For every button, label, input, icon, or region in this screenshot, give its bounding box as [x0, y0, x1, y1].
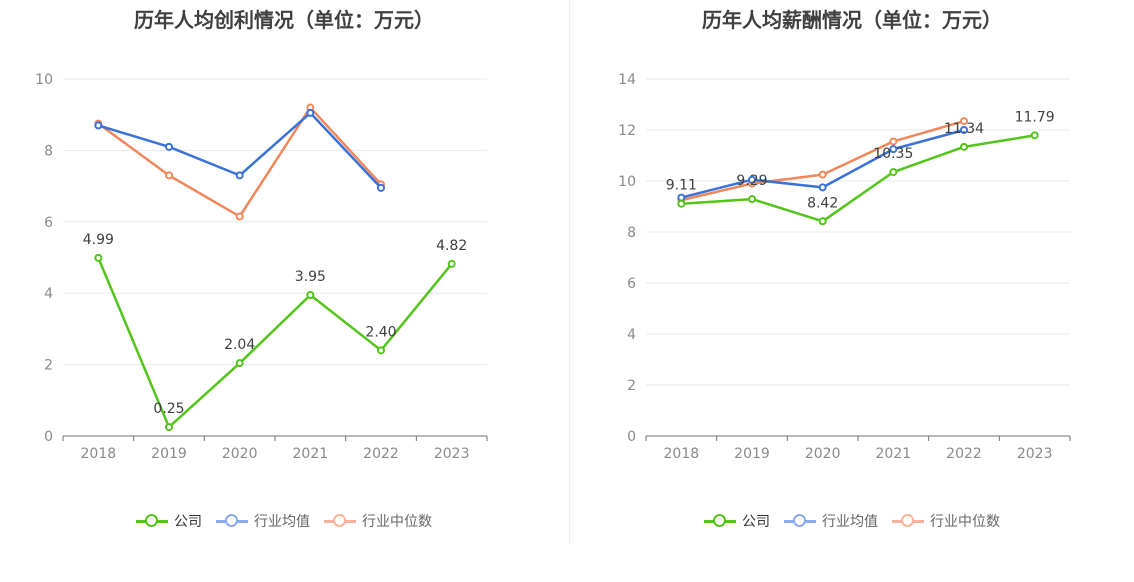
y-tick-label: 6	[44, 215, 53, 231]
legend-item-industry-avg[interactable]: 行业均值	[216, 511, 310, 531]
chart-legend: 公司 行业均值 行业中位数	[570, 511, 1134, 531]
data-point-company[interactable]	[447, 259, 456, 268]
legend-line-icon	[704, 514, 736, 528]
legend-item-industry-avg[interactable]: 行业均值	[784, 511, 878, 531]
y-tick-label: 0	[44, 429, 53, 445]
data-point-industry_avg[interactable]	[235, 171, 244, 180]
data-label: 2.40	[365, 324, 396, 340]
y-tick-label: 2	[627, 378, 636, 394]
x-tick-label: 2022	[363, 446, 399, 462]
data-point-company[interactable]	[889, 168, 898, 177]
x-tick-label: 2018	[664, 446, 700, 462]
data-label: 2.04	[224, 337, 255, 353]
data-label: 4.99	[83, 232, 114, 248]
x-tick-label: 2023	[1017, 446, 1053, 462]
y-tick-label: 4	[44, 286, 53, 302]
data-label: 9.29	[736, 173, 767, 189]
data-label: 8.42	[807, 195, 838, 211]
x-tick-label: 2018	[81, 446, 117, 462]
data-point-company[interactable]	[960, 142, 968, 151]
data-label: 11.34	[944, 121, 984, 137]
legend-item-industry-median[interactable]: 行业中位数	[892, 511, 1000, 531]
data-point-company[interactable]	[235, 359, 244, 368]
legend-label: 行业中位数	[930, 514, 1000, 530]
series-line-industry_median	[97, 106, 382, 218]
legend-label: 行业均值	[254, 514, 310, 530]
legend-line-icon	[136, 514, 168, 528]
legend-line-icon	[784, 514, 816, 528]
data-point-company[interactable]	[306, 290, 315, 299]
data-point-industry_avg[interactable]	[306, 108, 315, 117]
chart-title: 历年人均创利情况（单位：万元）	[134, 8, 434, 32]
data-point-company[interactable]	[377, 346, 385, 355]
y-tick-label: 14	[618, 72, 636, 88]
data-label: 3.95	[295, 269, 326, 285]
data-point-industry_median[interactable]	[960, 117, 968, 126]
legend-label: 行业中位数	[362, 514, 432, 530]
legend-line-icon	[324, 514, 356, 528]
data-point-industry_median[interactable]	[889, 137, 898, 146]
x-tick-label: 2019	[734, 446, 770, 462]
data-point-industry_median[interactable]	[165, 171, 173, 180]
data-point-company[interactable]	[165, 423, 173, 432]
y-tick-label: 8	[44, 143, 53, 159]
x-tick-label: 2020	[222, 446, 258, 462]
legend-item-company[interactable]: 公司	[704, 511, 770, 531]
y-tick-label: 10	[618, 174, 636, 190]
data-point-industry_avg[interactable]	[165, 142, 173, 151]
salary-chart-panel: 历年人均薪酬情况（单位：万元） 0 2 4 6 8 10 12 14 2018 2019 2020 2…	[570, 0, 1134, 582]
legend-label: 公司	[174, 514, 202, 530]
series-line-company	[97, 257, 453, 429]
data-point-company[interactable]	[1030, 131, 1039, 140]
x-tick-label: 2019	[151, 446, 187, 462]
legend-line-icon	[216, 514, 248, 528]
salary-chart: 0 2 4 6 8 10 12 14 2018 2019 2020 2021 2022 2023 9.11 9…	[618, 72, 1071, 462]
y-tick-label: 12	[618, 123, 636, 139]
chart-legend: 公司 行业均值 行业中位数	[0, 511, 568, 531]
profit-chart-panel: 历年人均创利情况（单位：万元） 0 2 4 6 8 10 2018 2019 2020 2021 2…	[0, 8, 568, 531]
data-point-industry_avg[interactable]	[377, 183, 385, 192]
data-label: 4.82	[436, 238, 467, 254]
data-label: 11.79	[1015, 109, 1055, 125]
series-line-company	[681, 134, 1035, 223]
data-label: 10.35	[873, 146, 913, 162]
chart-title: 历年人均薪酬情况（单位：万元）	[702, 8, 1002, 32]
legend-item-industry-median[interactable]: 行业中位数	[324, 511, 432, 531]
y-tick-label: 6	[627, 276, 636, 292]
data-point-industry_avg[interactable]	[960, 126, 968, 134]
x-tick-label: 2023	[434, 446, 470, 462]
data-point-industry_median[interactable]	[818, 170, 827, 179]
y-tick-label: 8	[627, 225, 636, 241]
data-label: 9.11	[666, 178, 697, 194]
x-tick-label: 2021	[293, 446, 329, 462]
data-point-industry_avg[interactable]	[818, 183, 827, 192]
profit-chart: 0 2 4 6 8 10 2018 2019 2020 2021 2022 2023 4.99 0.25 2…	[35, 72, 488, 462]
data-point-company[interactable]	[818, 217, 827, 226]
data-point-industry_avg[interactable]	[889, 145, 898, 154]
data-point-industry_median[interactable]	[235, 212, 244, 221]
y-tick-label: 4	[627, 327, 636, 343]
data-point-company[interactable]	[94, 253, 103, 262]
data-point-industry_avg[interactable]	[677, 193, 686, 202]
legend-line-icon	[892, 514, 924, 528]
data-point-company[interactable]	[677, 199, 686, 208]
x-tick-label: 2022	[946, 446, 982, 462]
x-tick-label: 2020	[805, 446, 841, 462]
legend-label: 公司	[742, 514, 770, 530]
y-tick-label: 2	[44, 358, 53, 374]
legend-item-company[interactable]: 公司	[136, 511, 202, 531]
y-tick-label: 0	[627, 429, 636, 445]
data-point-industry_avg[interactable]	[94, 121, 103, 130]
y-tick-label: 10	[35, 72, 53, 88]
panel-divider	[569, 0, 570, 545]
x-tick-label: 2021	[876, 446, 912, 462]
data-label: 0.25	[153, 401, 184, 417]
data-point-company[interactable]	[748, 195, 756, 204]
data-point-industry_avg[interactable]	[748, 175, 756, 184]
legend-label: 行业均值	[822, 514, 878, 530]
